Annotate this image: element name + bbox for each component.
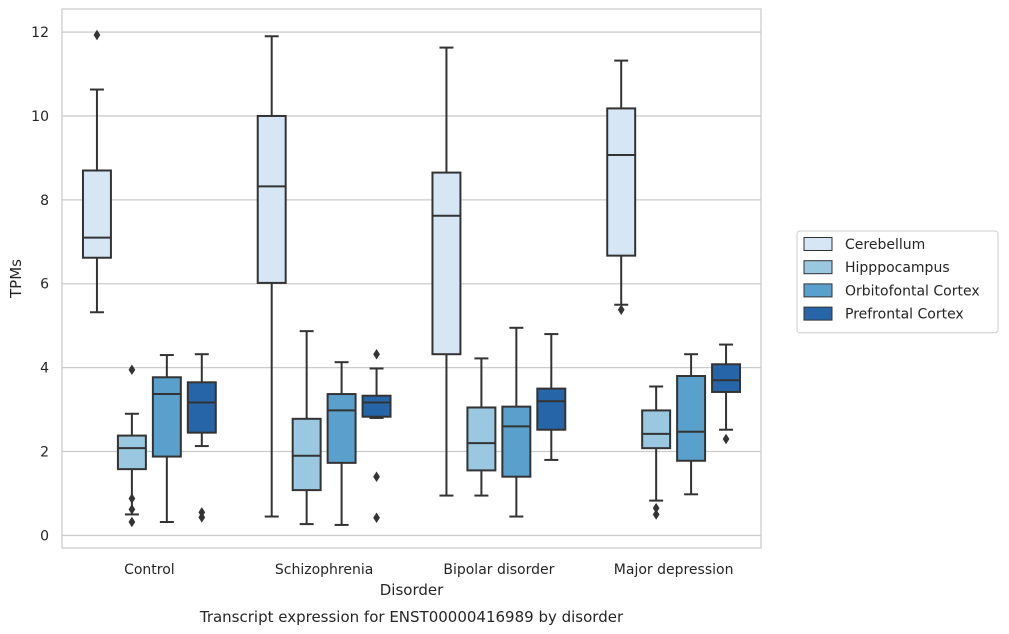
- x-tick-label: Control: [124, 562, 175, 578]
- x-tick-label: Bipolar disorder: [443, 562, 554, 578]
- box: [676, 375, 707, 462]
- box: [361, 394, 392, 418]
- plot-frame: [61, 8, 762, 549]
- box: [116, 434, 147, 471]
- y-tick-label: 4: [40, 361, 49, 377]
- box-group: [361, 348, 392, 524]
- box: [711, 363, 742, 393]
- outlier-point: [652, 509, 660, 520]
- box-group: [466, 357, 497, 497]
- box: [466, 406, 497, 472]
- legend: Cerebellum Hipppocampus Orbitofontal Corte…: [796, 230, 999, 334]
- chart-title: Transcript expression for ENST0000041698…: [199, 608, 624, 626]
- outlier-point: [128, 364, 136, 375]
- box-group: [291, 330, 322, 526]
- box-group: [151, 354, 182, 523]
- box-group: [326, 361, 357, 526]
- box-group: [256, 35, 287, 518]
- outlier-point: [373, 512, 380, 524]
- legend-swatch: [803, 237, 833, 251]
- box: [186, 381, 217, 434]
- legend-item: Prefrontal Cortex: [803, 306, 964, 323]
- box: [536, 387, 567, 431]
- box: [606, 107, 637, 257]
- box-group: [641, 385, 672, 520]
- legend-swatch: [803, 306, 833, 321]
- outlier-point: [198, 512, 206, 523]
- legend-label: Prefrontal Cortex: [845, 307, 964, 323]
- legend-label: Orbitofontal Cortex: [845, 283, 980, 299]
- y-tick-label: 0: [40, 528, 49, 544]
- x-tick-label: Schizophrenia: [275, 562, 373, 578]
- outlier-point: [617, 304, 625, 315]
- box-group: [676, 353, 707, 496]
- box: [151, 376, 182, 458]
- box: [256, 114, 287, 284]
- outlier-point: [128, 516, 136, 528]
- y-tick-label: 2: [40, 445, 49, 461]
- outlier-point: [652, 502, 660, 514]
- box: [81, 169, 112, 259]
- box-group: [711, 343, 742, 445]
- box-group: [501, 326, 532, 518]
- box: [326, 393, 357, 464]
- outlier-point: [93, 29, 101, 41]
- box: [641, 409, 672, 450]
- box-group: [186, 353, 217, 523]
- legend-item: Orbitofontal Cortex: [803, 283, 980, 299]
- legend-swatch: [803, 283, 833, 298]
- box-group: [431, 46, 462, 497]
- x-tick-label: Major depression: [614, 562, 734, 578]
- boxes: [81, 29, 742, 528]
- legend-item: Cerebellum: [803, 237, 925, 253]
- legend-label: Hipppocampus: [845, 260, 950, 276]
- box: [431, 171, 462, 356]
- y-tick-label: 6: [40, 277, 49, 293]
- outlier-point: [128, 504, 136, 515]
- outlier-point: [722, 433, 730, 445]
- y-axis-title: TPMs: [7, 259, 25, 299]
- outlier-point: [373, 348, 380, 360]
- legend-item: Hipppocampus: [803, 260, 950, 276]
- y-tick-label: 10: [31, 109, 49, 125]
- box-group: [116, 364, 147, 528]
- y-axis-ticks: 0 2 4 6 8 10 12: [31, 25, 49, 544]
- y-tick-label: 8: [40, 193, 49, 209]
- outlier-point: [128, 493, 136, 504]
- box-group: [81, 29, 112, 314]
- legend-frame: [796, 230, 999, 334]
- outlier-point: [373, 471, 380, 482]
- box-group: [606, 59, 637, 315]
- legend-swatch: [803, 260, 833, 275]
- x-axis-ticks: Control Schizophrenia Bipolar disorder Majo…: [124, 562, 733, 578]
- x-axis-title: Disorder: [380, 581, 444, 599]
- box: [501, 405, 532, 478]
- y-tick-label: 12: [31, 25, 49, 41]
- box: [291, 417, 322, 492]
- legend-label: Cerebellum: [845, 237, 925, 253]
- box-group: [536, 333, 567, 461]
